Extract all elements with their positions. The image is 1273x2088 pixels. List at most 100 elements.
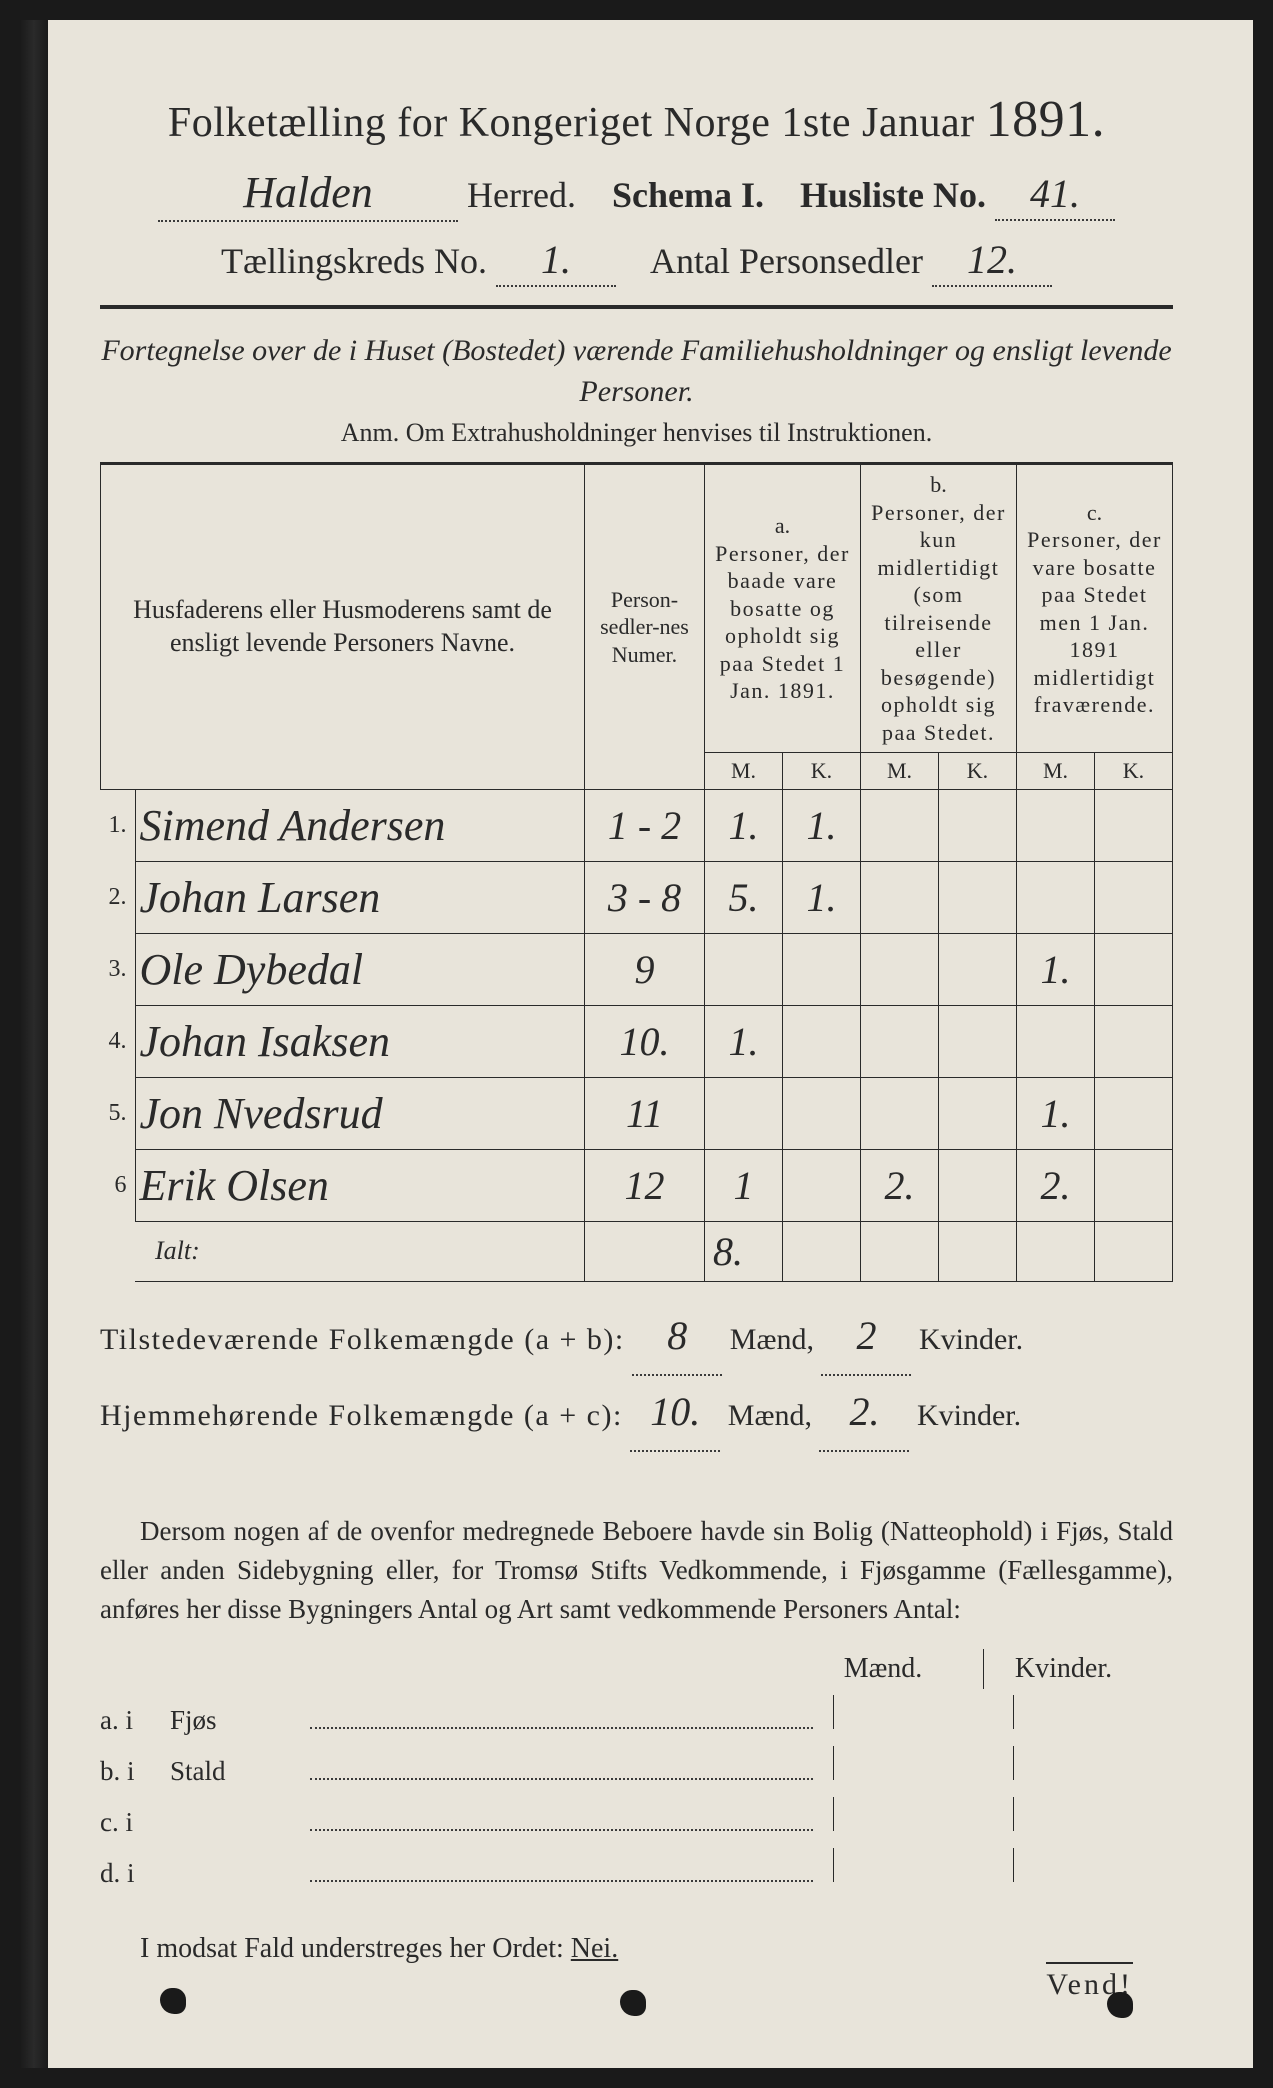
row-num: 3 - 8 bbox=[585, 861, 705, 933]
row-a-m: 1. bbox=[705, 1005, 783, 1077]
antal-value: 12. bbox=[932, 236, 1052, 287]
bolig-row: a. iFjøs bbox=[100, 1695, 1173, 1736]
punch-hole bbox=[1107, 1992, 1133, 2018]
sum2-k: 2. bbox=[819, 1376, 909, 1452]
herred-value: Halden bbox=[158, 167, 458, 222]
row-c-k bbox=[1095, 1149, 1173, 1221]
row-c-m: 2. bbox=[1017, 1149, 1095, 1221]
row-index: 6 bbox=[101, 1149, 136, 1221]
bolig-dots bbox=[310, 1801, 813, 1831]
row-c-m: 1. bbox=[1017, 933, 1095, 1005]
b-m: M. bbox=[861, 753, 939, 790]
table-row: 5.Jon Nvedsrud111. bbox=[101, 1077, 1173, 1149]
census-table: Husfaderens eller Husmoderens samt de en… bbox=[100, 462, 1173, 1282]
c-m: M. bbox=[1017, 753, 1095, 790]
row-c-k bbox=[1095, 933, 1173, 1005]
bolig-lbl: b. i bbox=[100, 1756, 170, 1787]
row-num: 11 bbox=[585, 1077, 705, 1149]
table-row: 4.Johan Isaksen10.1. bbox=[101, 1005, 1173, 1077]
bolig-paragraph: Dersom nogen af de ovenfor medregnede Be… bbox=[100, 1512, 1173, 1629]
row-b-k bbox=[939, 789, 1017, 861]
nei-line: I modsat Fald understreges her Ordet: Ne… bbox=[100, 1933, 1173, 1965]
row-num: 10. bbox=[585, 1005, 705, 1077]
row-b-m bbox=[861, 789, 939, 861]
anm-note: Anm. Om Extrahusholdninger henvises til … bbox=[100, 418, 1173, 448]
row-b-k bbox=[939, 1149, 1017, 1221]
row-name: Simend Andersen bbox=[135, 789, 585, 861]
row-a-k bbox=[783, 1149, 861, 1221]
bolig-m-cell bbox=[833, 1848, 993, 1882]
row-b-k bbox=[939, 1005, 1017, 1077]
row-a-m bbox=[705, 933, 783, 1005]
col-b: b. Personer, der kun midlertidigt (som t… bbox=[861, 464, 1017, 753]
row-a-k bbox=[783, 933, 861, 1005]
bolig-k-cell bbox=[1013, 1695, 1173, 1729]
punch-hole bbox=[620, 1990, 646, 2016]
row-b-m: 2. bbox=[861, 1149, 939, 1221]
bolig-lbl: d. i bbox=[100, 1858, 170, 1889]
bolig-k-cell bbox=[1013, 1848, 1173, 1882]
row-b-k bbox=[939, 861, 1017, 933]
bolig-k-cell bbox=[1013, 1797, 1173, 1831]
antal-label: Antal Personsedler bbox=[650, 241, 923, 281]
row-c-m bbox=[1017, 1005, 1095, 1077]
bolig-type: Fjøs bbox=[170, 1705, 310, 1736]
bolig-header: Mænd. Kvinder. bbox=[100, 1649, 1173, 1689]
row-name: Johan Isaksen bbox=[135, 1005, 585, 1077]
row-num: 12 bbox=[585, 1149, 705, 1221]
row-b-m bbox=[861, 933, 939, 1005]
bolig-row: d. i bbox=[100, 1848, 1173, 1889]
row-c-m: 1. bbox=[1017, 1077, 1095, 1149]
row-a-m: 1 bbox=[705, 1149, 783, 1221]
subtitle: Fortegnelse over de i Huset (Bostedet) v… bbox=[100, 331, 1173, 412]
ialt-a-m: 8. bbox=[705, 1221, 783, 1281]
ialt-row: Ialt:8. bbox=[101, 1221, 1173, 1281]
col-numer: Person-sedler-nes Numer. bbox=[585, 464, 705, 790]
table-row: 3.Ole Dybedal91. bbox=[101, 933, 1173, 1005]
title-prefix: Folketælling for Kongeriget Norge 1ste J… bbox=[168, 100, 975, 146]
bolig-m-cell bbox=[833, 1797, 993, 1831]
col-a: a. Personer, der baade vare bosatte og o… bbox=[705, 464, 861, 753]
summary-line-1: Tilstedeværende Folkemængde (a + b): 8 M… bbox=[100, 1300, 1173, 1376]
table-row: 6Erik Olsen1212.2. bbox=[101, 1149, 1173, 1221]
kreds-line: Tællingskreds No. 1. Antal Personsedler … bbox=[100, 236, 1173, 287]
a-m: M. bbox=[705, 753, 783, 790]
husliste-label: Husliste No. bbox=[800, 175, 986, 215]
table-row: 1.Simend Andersen1 - 21.1. bbox=[101, 789, 1173, 861]
row-a-k: 1. bbox=[783, 789, 861, 861]
table-row: 2.Johan Larsen3 - 85.1. bbox=[101, 861, 1173, 933]
bolig-m-cell bbox=[833, 1746, 993, 1780]
row-b-m bbox=[861, 861, 939, 933]
bolig-m-cell bbox=[833, 1695, 993, 1729]
herred-line: Halden Herred. Schema I. Husliste No. 41… bbox=[100, 167, 1173, 222]
row-b-k bbox=[939, 933, 1017, 1005]
bolig-lbl: c. i bbox=[100, 1807, 170, 1838]
summary-block: Tilstedeværende Folkemængde (a + b): 8 M… bbox=[100, 1300, 1173, 1452]
nei-word: Nei. bbox=[571, 1933, 618, 1964]
col-c: c. Personer, der vare bosatte paa Stedet… bbox=[1017, 464, 1173, 753]
row-a-m bbox=[705, 1077, 783, 1149]
a-k: K. bbox=[783, 753, 861, 790]
husliste-value: 41. bbox=[995, 170, 1115, 221]
bolig-hdr-m: Mænd. bbox=[803, 1649, 963, 1689]
herred-label: Herred. bbox=[467, 175, 576, 215]
c-k: K. bbox=[1095, 753, 1173, 790]
title-line: Folketælling for Kongeriget Norge 1ste J… bbox=[100, 90, 1173, 149]
kreds-value: 1. bbox=[496, 236, 616, 287]
row-c-k bbox=[1095, 861, 1173, 933]
row-num: 1 - 2 bbox=[585, 789, 705, 861]
row-c-m bbox=[1017, 861, 1095, 933]
row-a-m: 5. bbox=[705, 861, 783, 933]
row-a-k bbox=[783, 1005, 861, 1077]
bolig-dots bbox=[310, 1852, 813, 1882]
row-num: 9 bbox=[585, 933, 705, 1005]
bolig-row: c. i bbox=[100, 1797, 1173, 1838]
row-index: 4. bbox=[101, 1005, 136, 1077]
row-index: 3. bbox=[101, 933, 136, 1005]
bolig-dots bbox=[310, 1750, 813, 1780]
sum1-k: 2 bbox=[821, 1300, 911, 1376]
title-year: 1891. bbox=[986, 91, 1106, 148]
census-form-page: Folketælling for Kongeriget Norge 1ste J… bbox=[20, 20, 1253, 2068]
row-a-m: 1. bbox=[705, 789, 783, 861]
row-b-m bbox=[861, 1077, 939, 1149]
